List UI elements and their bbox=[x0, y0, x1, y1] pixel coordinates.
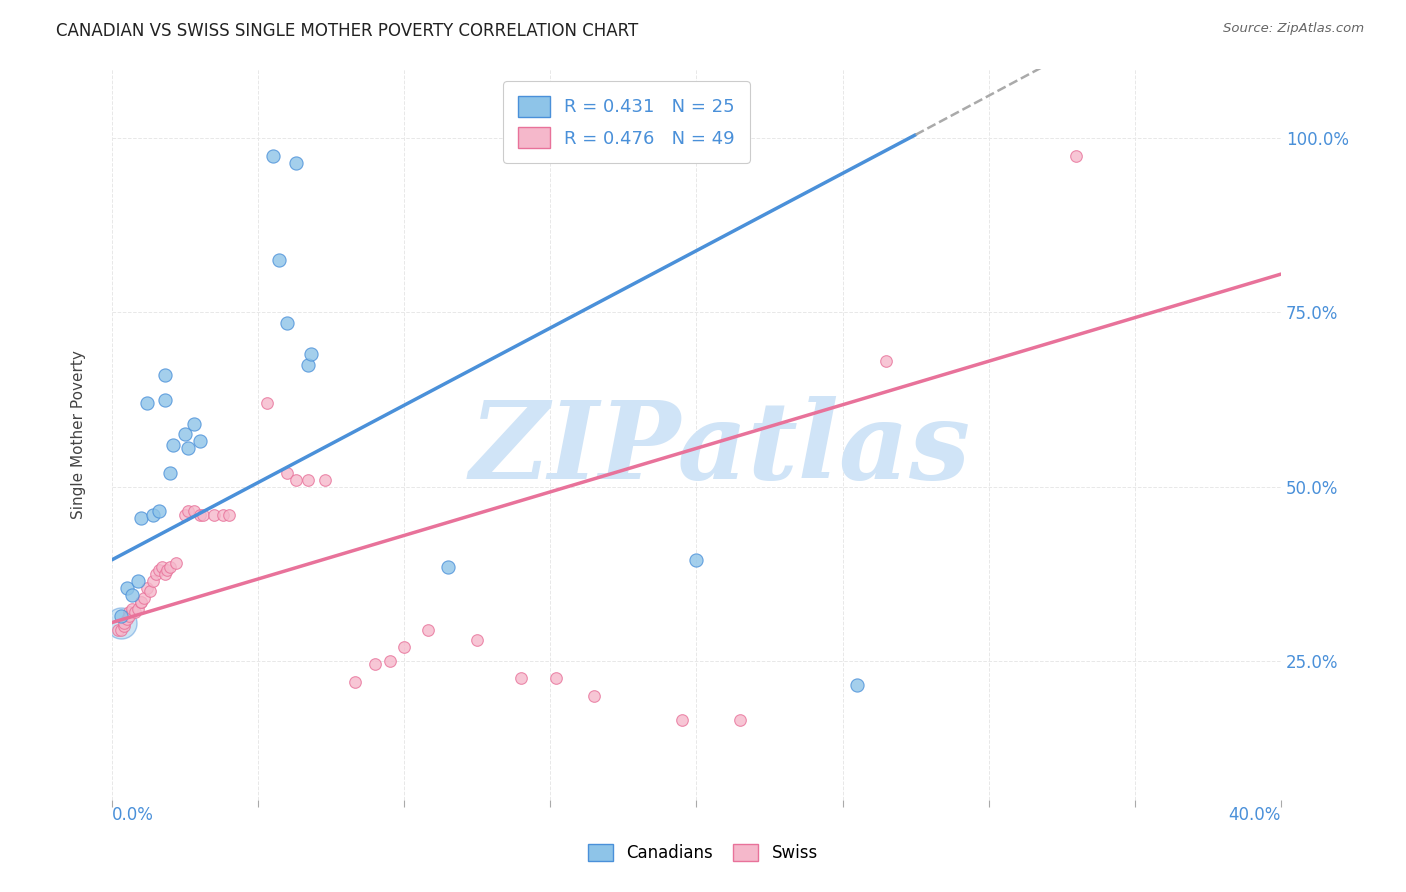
Text: ZIPatlas: ZIPatlas bbox=[470, 396, 970, 502]
Point bbox=[343, 674, 366, 689]
Point bbox=[465, 632, 488, 647]
Point bbox=[297, 473, 319, 487]
Point bbox=[112, 615, 135, 630]
Legend: Canadians, Swiss: Canadians, Swiss bbox=[579, 836, 827, 871]
Point bbox=[378, 654, 401, 668]
Point bbox=[510, 671, 533, 685]
Y-axis label: Single Mother Poverty: Single Mother Poverty bbox=[72, 350, 86, 519]
Legend: R = 0.431   N = 25, R = 0.476   N = 49: R = 0.431 N = 25, R = 0.476 N = 49 bbox=[503, 81, 749, 162]
Point bbox=[177, 504, 200, 518]
Point bbox=[153, 392, 176, 407]
Point bbox=[875, 354, 897, 368]
Point bbox=[129, 594, 152, 608]
Point bbox=[212, 508, 235, 522]
Point bbox=[150, 559, 173, 574]
Point bbox=[132, 591, 155, 606]
Point bbox=[159, 559, 181, 574]
Point bbox=[124, 605, 146, 619]
Point bbox=[285, 155, 308, 169]
Point bbox=[267, 253, 290, 268]
Point bbox=[364, 657, 387, 672]
Point bbox=[139, 584, 162, 599]
Point bbox=[276, 316, 298, 330]
Point bbox=[148, 563, 170, 577]
Point bbox=[129, 594, 152, 608]
Point bbox=[107, 623, 129, 637]
Point bbox=[121, 588, 143, 602]
Point bbox=[110, 608, 132, 623]
Point bbox=[142, 508, 165, 522]
Point bbox=[118, 605, 141, 619]
Point bbox=[437, 559, 460, 574]
Point bbox=[846, 678, 869, 692]
Point bbox=[148, 504, 170, 518]
Point bbox=[153, 566, 176, 581]
Point bbox=[188, 434, 211, 449]
Point bbox=[142, 574, 165, 588]
Point bbox=[136, 396, 159, 410]
Point bbox=[112, 619, 135, 633]
Text: Source: ZipAtlas.com: Source: ZipAtlas.com bbox=[1223, 22, 1364, 36]
Point bbox=[115, 581, 138, 595]
Text: 40.0%: 40.0% bbox=[1229, 805, 1281, 824]
Point bbox=[145, 566, 167, 581]
Point bbox=[153, 368, 176, 383]
Point bbox=[121, 601, 143, 615]
Point bbox=[546, 671, 568, 685]
Point bbox=[285, 473, 308, 487]
Point bbox=[276, 466, 298, 480]
Point bbox=[256, 396, 278, 410]
Text: 0.0%: 0.0% bbox=[112, 805, 153, 824]
Point bbox=[671, 713, 693, 727]
Point bbox=[110, 623, 132, 637]
Point bbox=[297, 358, 319, 372]
Point bbox=[191, 508, 214, 522]
Point bbox=[174, 427, 197, 442]
Point bbox=[127, 601, 149, 615]
Point bbox=[583, 689, 606, 703]
Point bbox=[127, 574, 149, 588]
Point bbox=[129, 511, 152, 525]
Point bbox=[165, 557, 187, 571]
Point bbox=[183, 504, 205, 518]
Point bbox=[392, 640, 415, 654]
Point bbox=[118, 608, 141, 623]
Point bbox=[159, 466, 181, 480]
Point bbox=[685, 553, 707, 567]
Point bbox=[183, 417, 205, 431]
Point bbox=[299, 347, 322, 361]
Point bbox=[177, 442, 200, 456]
Text: CANADIAN VS SWISS SINGLE MOTHER POVERTY CORRELATION CHART: CANADIAN VS SWISS SINGLE MOTHER POVERTY … bbox=[56, 22, 638, 40]
Point bbox=[115, 612, 138, 626]
Point bbox=[110, 615, 132, 630]
Point bbox=[162, 438, 184, 452]
Point bbox=[314, 473, 336, 487]
Point bbox=[416, 623, 439, 637]
Point bbox=[136, 581, 159, 595]
Point bbox=[188, 508, 211, 522]
Point bbox=[262, 148, 284, 162]
Point bbox=[174, 508, 197, 522]
Point bbox=[202, 508, 225, 522]
Point bbox=[218, 508, 240, 522]
Point bbox=[156, 563, 179, 577]
Point bbox=[1066, 148, 1088, 162]
Point bbox=[730, 713, 752, 727]
